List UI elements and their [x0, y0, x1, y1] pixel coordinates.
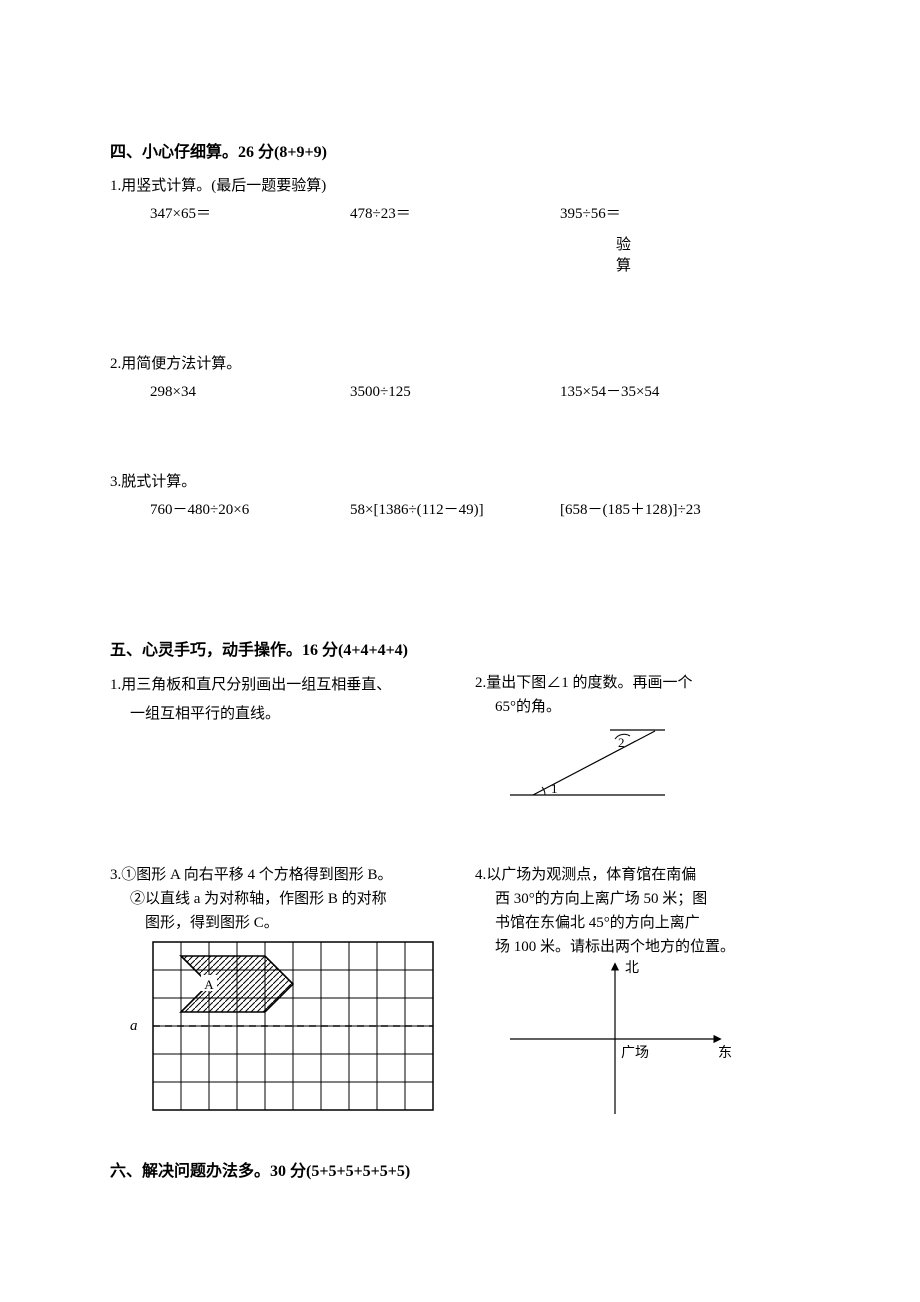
s5-q1-l1: 1.用三角板和直尺分别画出一组互相垂直、 [110, 671, 445, 700]
section6-heading: 六、解决问题办法多。30 分(5+5+5+5+5+5) [110, 1159, 810, 1185]
s5-q4: 4.以广场为观测点，体育馆在南偏 西 30°的方向上离广场 50 米；图 书馆在… [475, 863, 810, 1129]
s5-q2-l1: 2.量出下图∠1 的度数。再画一个 [475, 671, 810, 695]
s4-q1-p1: 347×65＝ [150, 202, 350, 226]
s4-q2-row: 298×34 3500÷125 135×54－35×54 [150, 380, 810, 404]
s5-q4-l1: 4.以广场为观测点，体育馆在南偏 [475, 863, 810, 887]
section4-heading: 四、小心仔细算。26 分(8+9+9) [110, 140, 810, 166]
s5-q3-l3: 图形，得到图形 C。 [145, 911, 445, 935]
s4-q3-row: 760－480÷20×6 58×[1386÷(112－49)] [658－(18… [150, 498, 810, 522]
svg-text:北: 北 [625, 960, 639, 976]
grid-diagram: A [152, 941, 434, 1111]
s4-q1-title: 1.用竖式计算。(最后一题要验算) [110, 174, 810, 198]
section5-heading: 五、心灵手巧，动手操作。16 分(4+4+4+4) [110, 638, 810, 664]
angle-diagram: 12 [505, 723, 810, 803]
s4-q1-row: 347×65＝ 478÷23＝ 395÷56＝ [150, 202, 810, 226]
s4-q3-title: 3.脱式计算。 [110, 470, 810, 494]
s4-q1-check-row: 验算 [150, 232, 810, 286]
s5-row1: 1.用三角板和直尺分别画出一组互相垂直、 一组互相平行的直线。 2.量出下图∠1… [110, 671, 810, 803]
s4-q2-p1: 298×34 [150, 380, 350, 404]
svg-text:A: A [204, 977, 214, 992]
s5-row2: 3.①图形 A 向右平移 4 个方格得到图形 B。 ②以直线 a 为对称轴，作图… [110, 863, 810, 1129]
s5-q1: 1.用三角板和直尺分别画出一组互相垂直、 一组互相平行的直线。 [110, 671, 445, 728]
s5-q4-l4: 场 100 米。请标出两个地方的位置。 [495, 935, 810, 959]
svg-text:东: 东 [718, 1045, 732, 1061]
svg-text:2: 2 [618, 735, 625, 750]
s4-q3-p3: [658－(185＋128)]÷23 [560, 498, 810, 522]
svg-text:广场: 广场 [621, 1045, 649, 1061]
s4-q1-p2: 478÷23＝ [350, 202, 560, 226]
s4-q3-p2: 58×[1386÷(112－49)] [350, 498, 560, 522]
s5-q2: 2.量出下图∠1 的度数。再画一个 65°的角。 12 [475, 671, 810, 803]
s4-q2-p3: 135×54－35×54 [560, 380, 810, 404]
axis-label: a [130, 1014, 152, 1038]
s4-q2-p2: 3500÷125 [350, 380, 560, 404]
compass-diagram: 北东 广场 [495, 959, 810, 1129]
check-label: 验算 [610, 236, 634, 278]
s5-q3-l2: ②以直线 a 为对称轴，作图形 B 的对称 [130, 887, 445, 911]
s4-q1-p3: 395÷56＝ [560, 202, 810, 226]
s5-q2-l2: 65°的角。 [495, 695, 810, 719]
s5-q3: 3.①图形 A 向右平移 4 个方格得到图形 B。 ②以直线 a 为对称轴，作图… [110, 863, 445, 1111]
s5-q3-l1: 3.①图形 A 向右平移 4 个方格得到图形 B。 [110, 863, 445, 887]
s4-q3-p1: 760－480÷20×6 [150, 498, 350, 522]
s5-q1-l2: 一组互相平行的直线。 [130, 700, 445, 729]
s5-q4-l3: 书馆在东偏北 45°的方向上离广 [495, 911, 810, 935]
s4-q2-title: 2.用简便方法计算。 [110, 352, 810, 376]
svg-text:1: 1 [551, 781, 558, 796]
s5-q4-l2: 西 30°的方向上离广场 50 米；图 [495, 887, 810, 911]
